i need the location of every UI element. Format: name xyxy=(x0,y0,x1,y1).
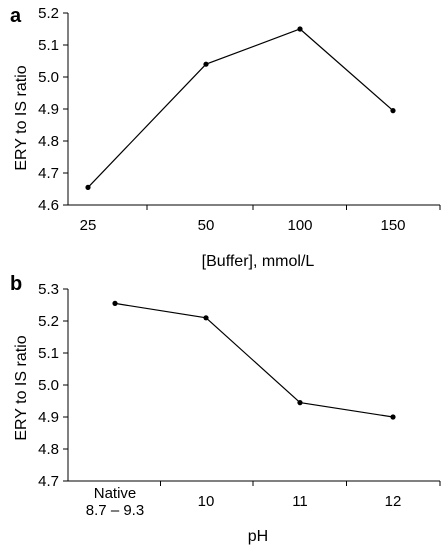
panel-b-data-point xyxy=(203,315,209,321)
panel-a-x-tick-label: 100 xyxy=(287,217,312,234)
panel-b-y-tick-label: 4.9 xyxy=(38,409,59,426)
panel-b-series-line xyxy=(114,302,394,418)
panel-a-x-tick-label: 25 xyxy=(80,217,97,234)
panel-a: a ERY to IS ratio [Buffer], mmol/L 4.6 4.… xyxy=(10,5,441,270)
panel-b-x-tick-label: Native xyxy=(94,485,137,502)
panel-b-y-axis-label: ERY to IS ratio xyxy=(13,335,30,440)
panel-b-y-tick-label: 5.1 xyxy=(38,345,59,362)
panel-a-data-point xyxy=(297,26,303,32)
panel-b-y-tick-label: 5.3 xyxy=(38,281,59,298)
panel-a-y-axis-label: ERY to IS ratio xyxy=(13,65,30,170)
panel-b-y-tick-label: 5.0 xyxy=(38,377,59,394)
panel-a-data-point xyxy=(203,61,209,67)
panel-b-x-tick-label: 11 xyxy=(292,493,308,510)
panel-b-x-tick-label: 10 xyxy=(198,493,215,510)
panel-a-y-tick-label: 5.2 xyxy=(38,5,59,22)
panel-b-data-point xyxy=(297,400,303,406)
panel-b-letter: b xyxy=(10,273,22,295)
panel-b-x-tick-label: 12 xyxy=(385,493,402,510)
panel-a-y-tick-label: 5.0 xyxy=(38,69,59,86)
panel-a-data-point xyxy=(390,108,396,114)
panel-b-y-tick-label: 4.8 xyxy=(38,441,59,458)
panel-b-data-point xyxy=(112,300,118,306)
panel-a-y-tick-label: 4.9 xyxy=(38,101,59,118)
panel-b-y-tick-label: 4.7 xyxy=(38,473,59,490)
panel-a-letter: a xyxy=(10,5,22,27)
panel-a-y-tick-label: 4.8 xyxy=(38,133,59,150)
panel-b: b ERY to IS ratio pH 4.7 4.8 4.9 5.0 5.1 5.2 5… xyxy=(10,273,441,545)
panel-b-y-tick-label: 5.2 xyxy=(38,313,59,330)
panel-a-x-axis-label: [Buffer], mmol/L xyxy=(202,253,315,270)
panel-b-x-tick-label: 8.7 – 9.3 xyxy=(86,502,144,519)
panel-b-x-axis-label: pH xyxy=(248,528,268,545)
panel-a-y-tick-label: 5.1 xyxy=(38,37,59,54)
panel-a-y-tick-label: 4.7 xyxy=(38,165,59,182)
panel-a-y-tick-label: 4.6 xyxy=(38,197,59,214)
panel-a-x-tick-label: 150 xyxy=(380,217,405,234)
panel-a-series-line xyxy=(87,28,394,188)
panel-a-x-tick-label: 50 xyxy=(198,217,215,234)
panel-b-data-point xyxy=(390,414,396,420)
panel-a-data-point xyxy=(85,184,91,190)
